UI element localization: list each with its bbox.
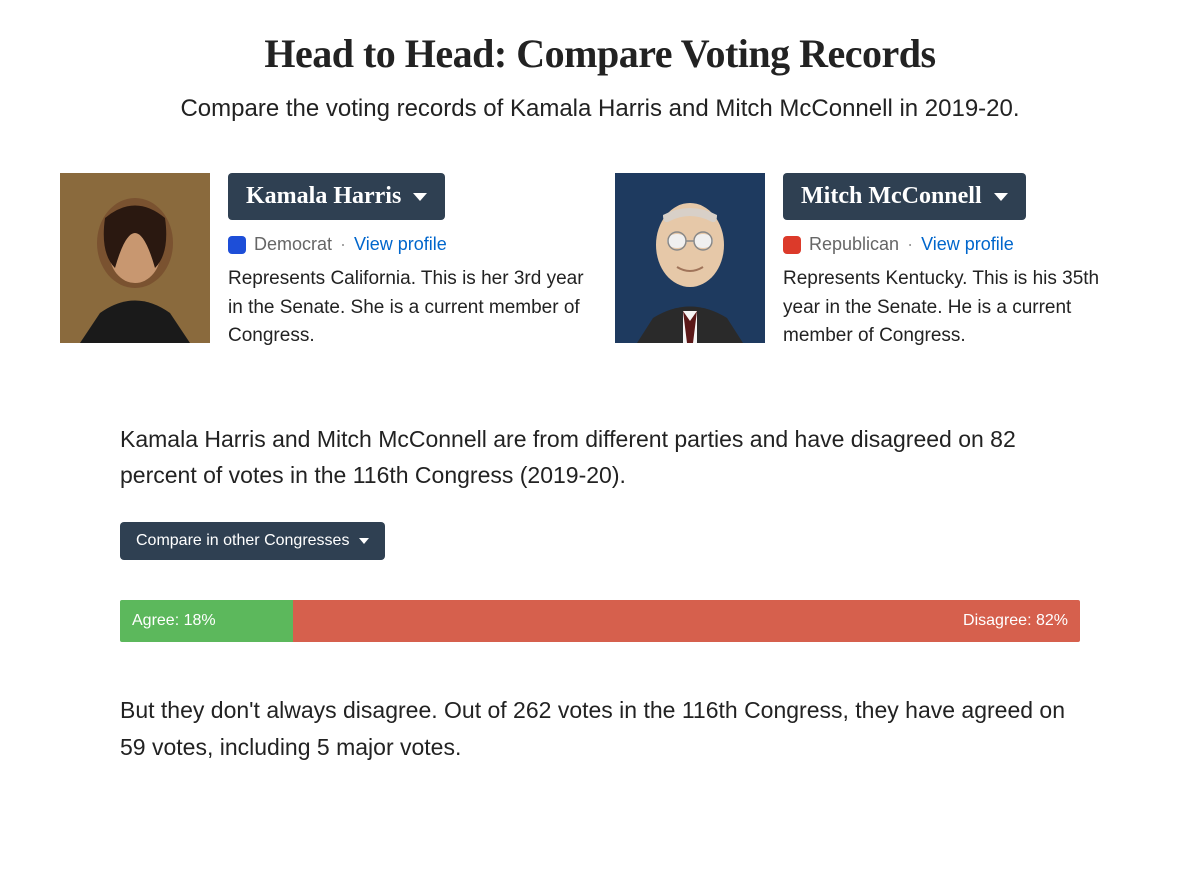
person-photo — [60, 173, 210, 343]
agree-disagree-bar: Agree: 18% Disagree: 82% — [120, 600, 1080, 642]
person-bio: Represents California. This is her 3rd y… — [228, 265, 585, 351]
person-name: Kamala Harris — [246, 183, 401, 210]
party-label: Democrat — [254, 234, 332, 255]
comparison-row: Kamala Harris Democrat · View profile Re… — [60, 173, 1140, 351]
bar-agree-label: Agree: 18% — [132, 612, 216, 630]
party-swatch-icon — [228, 236, 246, 254]
page-title: Head to Head: Compare Voting Records — [60, 30, 1140, 77]
person-name: Mitch McConnell — [801, 183, 982, 210]
person-photo — [615, 173, 765, 343]
person-bio: Represents Kentucky. This is his 35th ye… — [783, 265, 1140, 351]
party-label: Republican — [809, 234, 899, 255]
view-profile-link[interactable]: View profile — [354, 234, 447, 255]
caret-down-icon — [994, 193, 1008, 201]
caret-down-icon — [413, 193, 427, 201]
separator: · — [340, 234, 346, 255]
bar-segment-agree: Agree: 18% — [120, 600, 293, 642]
separator: · — [907, 234, 913, 255]
bar-segment-disagree: Disagree: 82% — [293, 600, 1080, 642]
compare-other-congresses-button[interactable]: Compare in other Congresses — [120, 522, 385, 560]
page-subtitle: Compare the voting records of Kamala Har… — [60, 95, 1140, 123]
party-swatch-icon — [783, 236, 801, 254]
compare-other-label: Compare in other Congresses — [136, 532, 349, 550]
followup-text: But they don't always disagree. Out of 2… — [120, 692, 1080, 766]
person-card-right: Mitch McConnell Republican · View profil… — [615, 173, 1140, 351]
summary-text: Kamala Harris and Mitch McConnell are fr… — [120, 421, 1080, 495]
caret-down-icon — [359, 538, 369, 544]
person-selector-right[interactable]: Mitch McConnell — [783, 173, 1026, 220]
person-selector-left[interactable]: Kamala Harris — [228, 173, 445, 220]
view-profile-link[interactable]: View profile — [921, 234, 1014, 255]
person-card-left: Kamala Harris Democrat · View profile Re… — [60, 173, 585, 351]
bar-disagree-label: Disagree: 82% — [963, 612, 1068, 630]
